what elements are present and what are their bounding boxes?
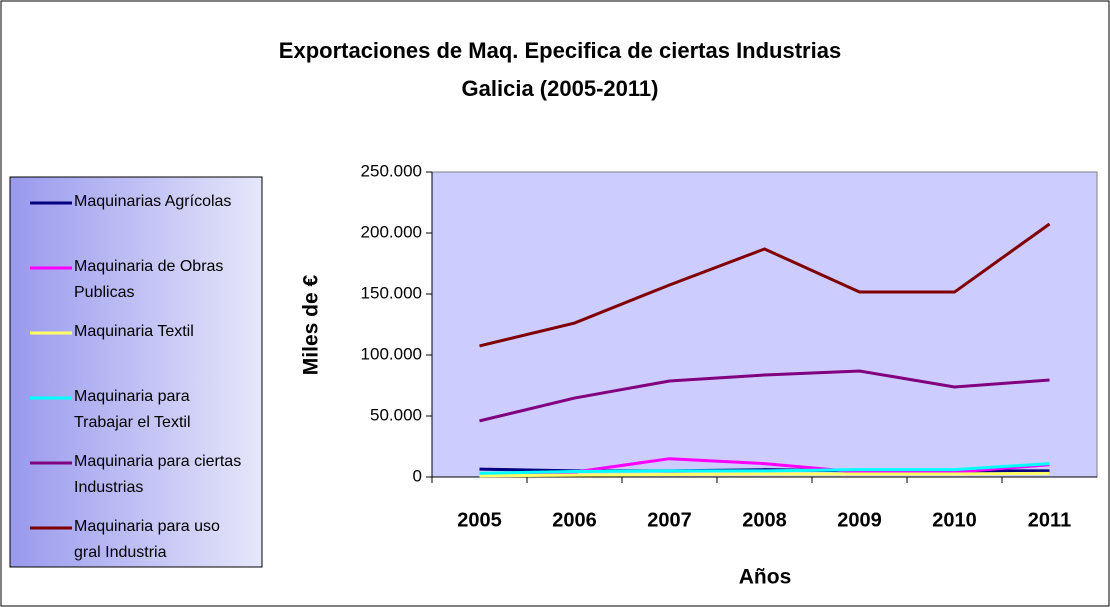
legend-label: Maquinarias Agrícolas bbox=[74, 193, 232, 210]
chart-subtitle: Galicia (2005-2011) bbox=[462, 76, 659, 101]
legend bbox=[9, 176, 263, 568]
legend-item: Maquinarias Agrícolas bbox=[74, 193, 232, 210]
legend-label: Maquinaria para uso gral Industria bbox=[74, 518, 220, 561]
legend-label: Maquinaria de Obras Publicas bbox=[74, 258, 224, 301]
y-tick-label: 50.000 bbox=[370, 405, 422, 424]
series-line bbox=[479, 222, 1051, 348]
x-tick-label: 2008 bbox=[742, 509, 787, 531]
y-tick-label: 100.000 bbox=[361, 344, 422, 363]
series-line bbox=[479, 462, 1050, 475]
legend-label: Maquinaria para ciertas Industrias bbox=[74, 453, 242, 496]
y-tick-label: 200.000 bbox=[361, 222, 422, 241]
chart-title: Exportaciones de Maq. Epecifica de ciert… bbox=[279, 38, 841, 63]
legend-item: Maquinaria para ciertas Industrias bbox=[74, 453, 242, 496]
x-tick-label: 2011 bbox=[1028, 509, 1071, 531]
legend-label: Maquinaria Textil bbox=[74, 323, 194, 340]
y-tick-label: 150.000 bbox=[361, 283, 422, 302]
x-tick-label: 2007 bbox=[647, 509, 692, 531]
series-line bbox=[479, 369, 1050, 423]
legend-item: Maquinaria de Obras Publicas bbox=[74, 258, 224, 301]
legend-item: Maquinaria para Trabajar el Textil bbox=[74, 388, 191, 431]
series-line bbox=[479, 471, 1050, 478]
x-tick-label: 2009 bbox=[837, 509, 882, 531]
x-tick-label: 2006 bbox=[552, 509, 597, 531]
x-tick-label: 2010 bbox=[932, 509, 977, 531]
legend-item: Maquinaria Textil bbox=[74, 323, 194, 340]
x-tick-label: 2005 bbox=[457, 509, 502, 531]
legend-label: Maquinaria para Trabajar el Textil bbox=[74, 388, 191, 431]
y-tick-label: 0 bbox=[413, 466, 422, 485]
y-tick-label: 250.000 bbox=[361, 161, 422, 180]
x-axis-label: Años bbox=[739, 566, 792, 589]
y-axis-label: Miles de € bbox=[300, 274, 323, 375]
legend-item: Maquinaria para uso gral Industria bbox=[74, 518, 220, 561]
plot-area bbox=[431, 171, 1098, 478]
